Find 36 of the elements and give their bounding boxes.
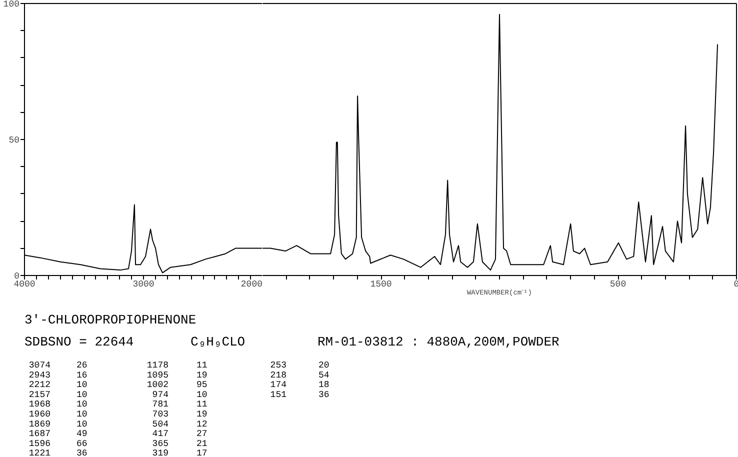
text: 3'-CHLOROPROPIOPHENONE <box>24 312 196 328</box>
text: 1178 11 <box>146 360 208 370</box>
text: 2212 10 <box>28 380 88 390</box>
x-tick-label: 1500 <box>370 280 392 290</box>
text: RM-01-03812 : 4880A,200M,POWDER <box>318 334 560 350</box>
text: 151 36 <box>270 390 330 400</box>
text: 2943 16 <box>28 370 88 380</box>
text: 1596 66 <box>28 438 88 449</box>
text: 2157 10 <box>28 390 88 400</box>
text: 417 27 <box>152 429 208 440</box>
text: 504 12 <box>152 419 208 430</box>
text: 974 10 <box>152 390 208 400</box>
text: 781 11 <box>152 400 208 410</box>
x-tick-label: 2000 <box>240 280 263 290</box>
text: 1687 49 <box>28 429 88 440</box>
text: 1095 19 <box>146 370 208 380</box>
text: 1960 10 <box>28 410 88 420</box>
y-tick-label: 50 <box>8 136 20 146</box>
x-tick-label: 3000 <box>132 280 154 290</box>
text: 218 54 <box>270 370 330 380</box>
text: 1002 95 <box>146 380 208 390</box>
y-tick-label: 100 <box>3 0 20 10</box>
text: 1221 36 <box>28 448 88 457</box>
text: 1968 10 <box>28 400 88 410</box>
y-tick-label: 0 <box>14 272 20 282</box>
text: 253 20 <box>270 360 330 370</box>
x-tick-label: 4000 <box>14 280 36 290</box>
text: C₉H₉CLO <box>190 334 246 350</box>
text: SDBSNO = 22644 <box>24 334 134 350</box>
text: 1869 10 <box>28 419 88 430</box>
x-tick-label: 500 <box>610 280 626 290</box>
text: 319 17 <box>152 448 208 457</box>
text: 703 19 <box>152 410 208 420</box>
text: 365 21 <box>152 438 208 449</box>
text: 174 18 <box>270 380 330 390</box>
text: 3074 26 <box>28 360 88 370</box>
